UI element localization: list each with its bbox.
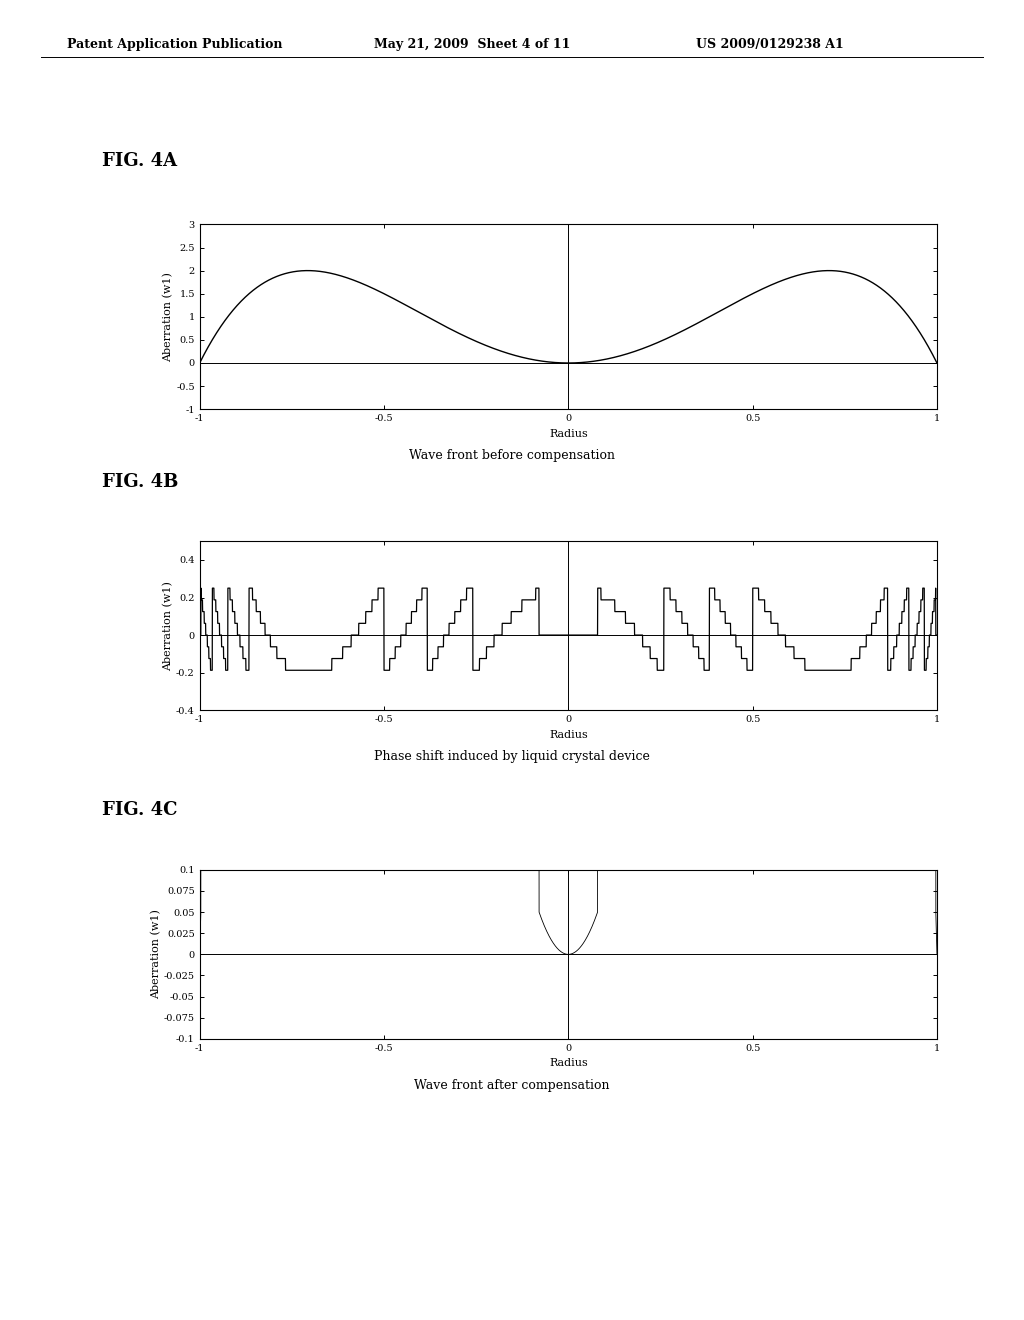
X-axis label: Radius: Radius	[549, 1059, 588, 1068]
Y-axis label: Aberration (w1): Aberration (w1)	[163, 581, 173, 671]
X-axis label: Radius: Radius	[549, 730, 588, 739]
Y-axis label: Aberration (w1): Aberration (w1)	[151, 909, 161, 999]
Text: Phase shift induced by liquid crystal device: Phase shift induced by liquid crystal de…	[374, 750, 650, 763]
Text: May 21, 2009  Sheet 4 of 11: May 21, 2009 Sheet 4 of 11	[374, 38, 570, 51]
Text: FIG. 4A: FIG. 4A	[102, 152, 177, 170]
Text: Patent Application Publication: Patent Application Publication	[67, 38, 282, 51]
Text: Wave front before compensation: Wave front before compensation	[409, 449, 615, 462]
X-axis label: Radius: Radius	[549, 429, 588, 438]
Y-axis label: Aberration (w1): Aberration (w1)	[163, 272, 173, 362]
Text: US 2009/0129238 A1: US 2009/0129238 A1	[696, 38, 844, 51]
Text: FIG. 4C: FIG. 4C	[102, 801, 178, 820]
Text: Wave front after compensation: Wave front after compensation	[415, 1078, 609, 1092]
Text: FIG. 4B: FIG. 4B	[102, 473, 179, 491]
